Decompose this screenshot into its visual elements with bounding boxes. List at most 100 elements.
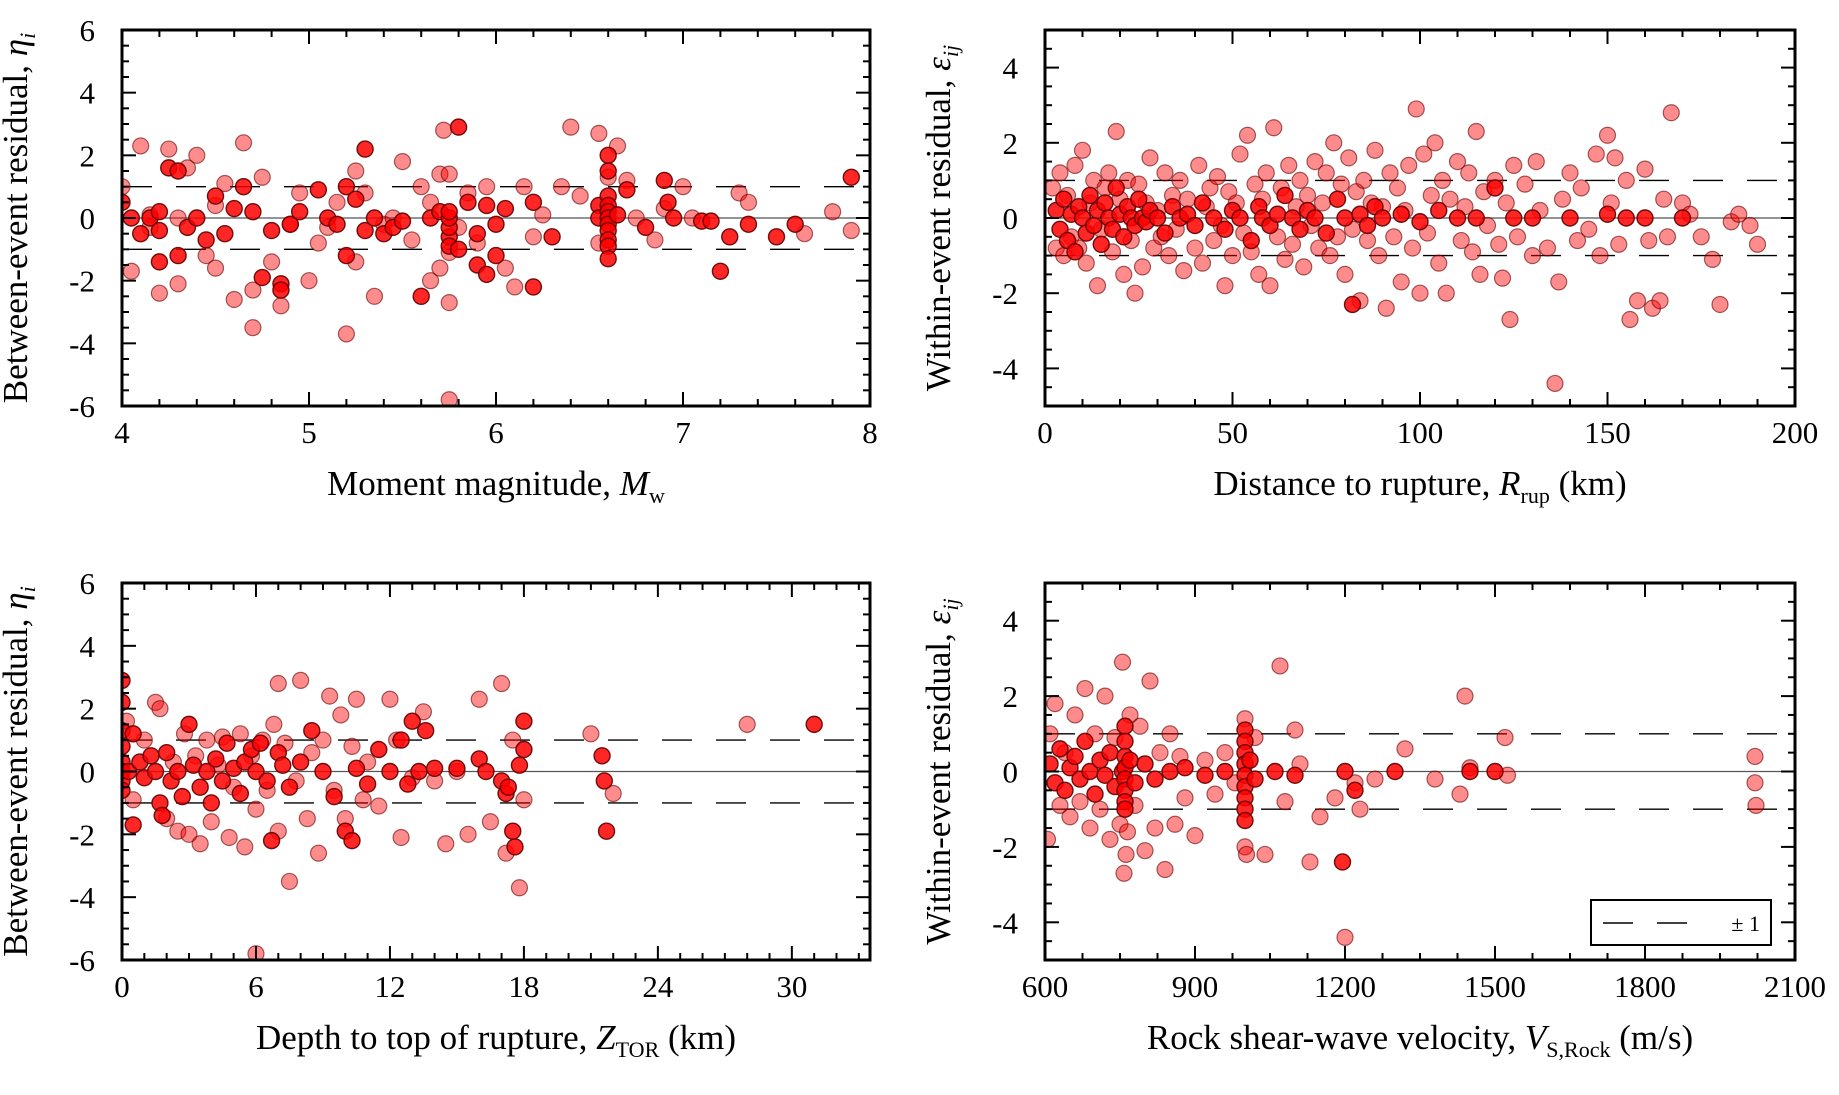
data-point-light (1437, 284, 1455, 302)
data-point-light (1126, 284, 1144, 302)
points-group (1045, 100, 1767, 393)
data-point-light (842, 221, 860, 240)
legend-label: ± 1 (1731, 911, 1760, 936)
data-point-light (1088, 277, 1107, 295)
data-point-dark (1092, 235, 1110, 254)
data-point-dark (425, 759, 444, 778)
data-point-light (1433, 171, 1452, 189)
data-point-light (365, 287, 384, 305)
data-point-dark (1336, 762, 1354, 781)
data-point-light (534, 206, 552, 224)
data-point-dark (1486, 762, 1504, 781)
data-point-dark (231, 784, 250, 803)
data-point-dark (767, 228, 786, 246)
data-point-dark (197, 231, 215, 249)
data-point-light (124, 791, 142, 809)
data-point-dark (1286, 766, 1304, 784)
data-point-dark (786, 215, 804, 233)
data-point-dark (739, 215, 758, 233)
data-point-dark (207, 750, 225, 768)
data-point-light (1045, 179, 1062, 197)
data-point-dark (1241, 751, 1259, 769)
data-point-light (1286, 721, 1304, 739)
data-point-light (263, 253, 281, 271)
data-point-dark (1121, 751, 1139, 769)
y-tick-label: 4 (1003, 51, 1019, 86)
data-point-light (1115, 265, 1133, 283)
data-point-dark (1317, 224, 1335, 242)
legend: ± 1 (1590, 899, 1772, 946)
data-point-light (1370, 247, 1388, 265)
data-point-light (1280, 156, 1298, 174)
data-point-light (1430, 254, 1448, 272)
data-point-light (1295, 258, 1313, 276)
data-point-light (440, 391, 458, 406)
data-point-light (478, 178, 496, 196)
data-point-light (1313, 194, 1332, 212)
data-point-dark (1130, 190, 1148, 208)
data-point-light (440, 165, 458, 183)
data-point-light (370, 797, 388, 815)
data-point-light (1250, 265, 1268, 283)
data-point-light (1193, 254, 1212, 272)
x-tick-label: 50 (1217, 415, 1248, 450)
data-point-light (1130, 175, 1148, 193)
data-point-light (169, 822, 187, 840)
data-point-dark (142, 747, 160, 765)
data-point-dark (358, 775, 377, 793)
x-tick-label: 150 (1584, 415, 1631, 450)
data-point-light (1407, 100, 1425, 118)
data-point-dark (448, 759, 466, 778)
x-tick-label: 1800 (1614, 969, 1676, 1004)
data-point-light (1746, 774, 1764, 792)
data-point-dark (1156, 224, 1174, 242)
data-point-dark (515, 740, 533, 759)
x-tick-label: 5 (301, 415, 317, 450)
x-axis-label: Distance to rupture, Rrup (km) (1213, 464, 1626, 508)
y-tick-label: 4 (80, 76, 96, 111)
y-tick-label: -2 (992, 830, 1018, 865)
data-point-light (236, 838, 254, 856)
data-point-light (1325, 134, 1343, 152)
data-point-light (1617, 171, 1635, 189)
y-tick-label: 0 (80, 755, 96, 790)
data-point-dark (1617, 209, 1635, 227)
data-point-light (1568, 231, 1587, 250)
plot-frame (120, 28, 872, 408)
data-point-light (1606, 149, 1624, 167)
x-tick-label: 4 (114, 415, 130, 450)
data-point-light (291, 184, 309, 202)
data-point-light (1730, 205, 1748, 223)
data-point-dark (1505, 209, 1523, 227)
data-point-dark (1411, 213, 1429, 231)
data-point-light (1051, 164, 1069, 182)
data-point-light (1276, 250, 1294, 268)
data-point-light (403, 231, 421, 249)
data-point-light (738, 715, 756, 733)
data-point-dark (721, 228, 739, 246)
data-point-dark (258, 772, 276, 790)
data-point-dark (1186, 216, 1204, 235)
data-point-light (343, 737, 361, 755)
data-point-dark (1467, 209, 1485, 227)
data-point-dark (251, 734, 270, 752)
x-tick-label: 6 (488, 415, 504, 450)
data-point-dark (1101, 743, 1119, 762)
data-point-dark (524, 193, 543, 212)
y-tick-label: 4 (1003, 604, 1019, 639)
data-point-light (314, 731, 332, 749)
data-point-dark (1146, 770, 1164, 788)
data-point-light (1161, 725, 1179, 743)
points-group (122, 118, 860, 406)
data-point-light (515, 178, 533, 196)
data-point-light (247, 800, 265, 818)
data-point-light (1205, 231, 1223, 250)
data-point-dark (1066, 243, 1084, 261)
data-point-dark (124, 725, 142, 743)
data-point-dark (272, 281, 290, 299)
y-tick-label: 0 (1003, 755, 1019, 790)
data-point-light (412, 178, 430, 196)
data-point-light (1396, 740, 1414, 758)
data-point-light (1336, 265, 1354, 283)
data-point-light (1246, 175, 1264, 193)
